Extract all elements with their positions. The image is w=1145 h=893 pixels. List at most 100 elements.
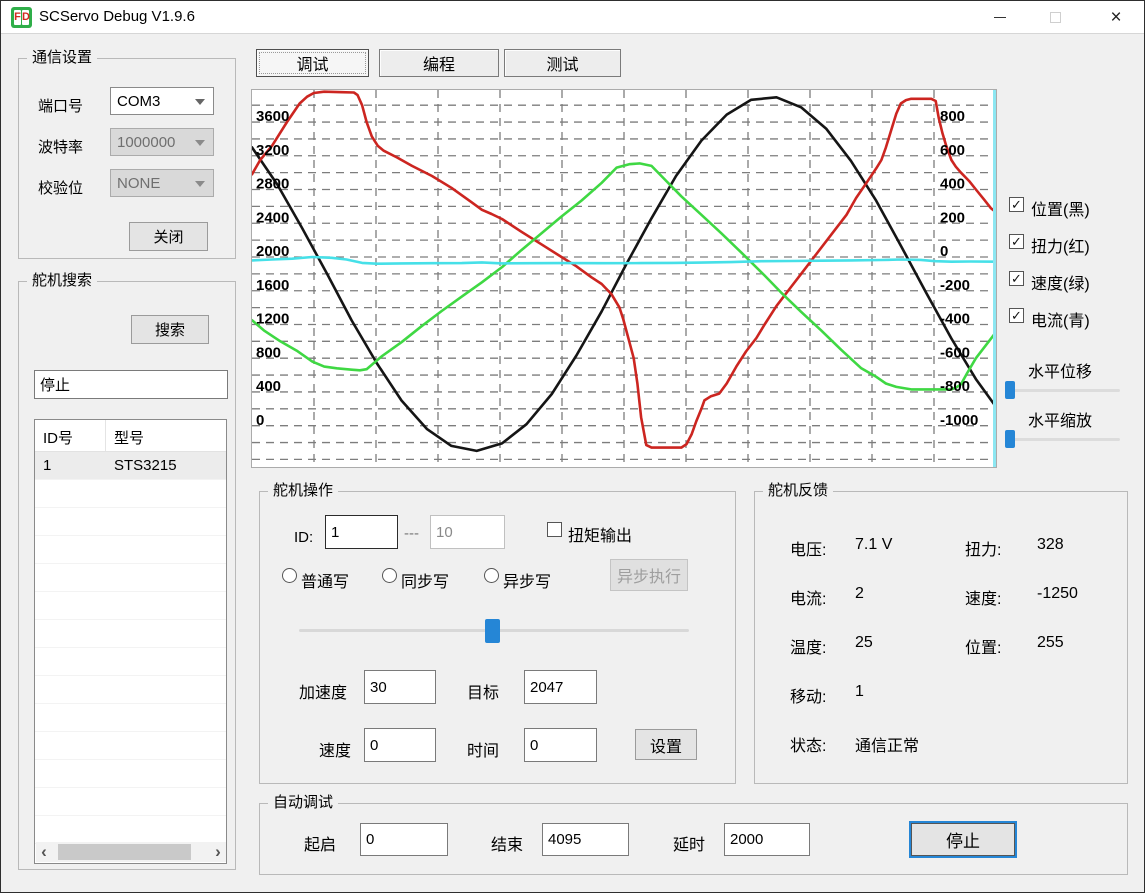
servo-feedback-legend: 舵机反馈 — [763, 482, 834, 500]
parity-combobox[interactable]: NONE — [110, 169, 214, 197]
column-divider — [105, 420, 106, 451]
h-zoom-slider-handle[interactable] — [1005, 430, 1015, 448]
servo-list-table[interactable]: ID号 型号 1 STS3215 ‹ › — [34, 419, 227, 864]
delay-input[interactable] — [724, 823, 810, 856]
feedback-value: 通信正常 — [855, 738, 920, 755]
table-empty-row — [35, 480, 226, 508]
right-axis-tick: 600 — [940, 142, 965, 159]
auto-debug-group: 自动调试 起启 结束 延时 停止 — [259, 794, 1128, 875]
feedback-value: -1250 — [1037, 585, 1078, 602]
table-empty-row — [35, 536, 226, 564]
left-axis-tick: 1600 — [256, 277, 289, 294]
scroll-right-icon[interactable]: › — [215, 842, 221, 861]
accel-input[interactable] — [364, 670, 436, 704]
table-empty-row — [35, 648, 226, 676]
series-电流(青) — [252, 255, 996, 265]
async-execute-button[interactable]: 异步执行 — [610, 559, 688, 591]
id-label: ID: — [294, 529, 314, 546]
chevron-down-icon — [195, 181, 205, 187]
table-empty-row — [35, 704, 226, 732]
maximize-button[interactable] — [1032, 1, 1078, 34]
feedback-label: 状态: — [790, 738, 827, 755]
feedback-label: 移动: — [790, 689, 827, 706]
app-icon-letter: F — [14, 10, 21, 25]
end-label: 结束 — [491, 837, 524, 854]
scrollbar-thumb[interactable] — [58, 844, 191, 860]
id-range-separator: --- — [404, 525, 419, 542]
left-axis-tick: 2000 — [256, 243, 289, 260]
left-axis-tick: 3600 — [256, 108, 289, 125]
id-to-input[interactable] — [430, 515, 505, 549]
h-offset-slider-track[interactable] — [1005, 389, 1120, 392]
series-checkbox[interactable]: ✓ — [1009, 271, 1024, 286]
torque-output-checkbox[interactable] — [547, 522, 562, 537]
window-title: SCServo Debug V1.9.6 — [39, 8, 195, 25]
minimize-icon — [994, 16, 1006, 19]
feedback-label: 位置: — [965, 640, 1002, 657]
table-header-id: ID号 — [43, 430, 74, 447]
h-offset-slider-handle[interactable] — [1005, 381, 1015, 399]
series-checkbox[interactable]: ✓ — [1009, 234, 1024, 249]
table-empty-row — [35, 620, 226, 648]
radio-sync-write-label: 同步写 — [401, 574, 450, 591]
right-axis-tick: -400 — [940, 311, 970, 328]
baud-value: 1000000 — [117, 133, 176, 151]
start-label: 起启 — [304, 837, 337, 854]
cell-id: 1 — [43, 457, 52, 474]
baud-combobox[interactable]: 1000000 — [110, 128, 214, 156]
port-value: COM3 — [117, 92, 161, 110]
feedback-value: 2 — [855, 585, 864, 602]
table-empty-row — [35, 732, 226, 760]
table-empty-row — [35, 564, 226, 592]
search-status-field[interactable] — [34, 370, 228, 399]
tab-program[interactable]: 编程 — [379, 49, 499, 77]
search-button[interactable]: 搜索 — [131, 315, 209, 344]
table-empty-row — [35, 676, 226, 704]
time-label: 时间 — [467, 743, 500, 760]
table-row[interactable]: 1 STS3215 — [35, 452, 226, 480]
right-axis-tick: -1000 — [940, 412, 978, 429]
table-header-model: 型号 — [114, 430, 145, 447]
h-offset-label: 水平位移 — [1028, 364, 1093, 381]
table-empty-row — [35, 760, 226, 788]
series-checkbox-label: 扭力(红) — [1031, 239, 1090, 256]
feedback-value: 25 — [855, 634, 873, 651]
feedback-value: 7.1 V — [855, 536, 893, 553]
series-速度(绿) — [252, 162, 996, 391]
chart-svg: 3600320028002400200016001200800400080060… — [252, 90, 996, 467]
position-slider-handle[interactable] — [485, 619, 500, 643]
radio-normal-write[interactable] — [282, 568, 297, 583]
chevron-down-icon — [195, 99, 205, 105]
set-button[interactable]: 设置 — [635, 729, 697, 760]
id-input[interactable] — [325, 515, 398, 549]
feedback-label: 温度: — [790, 640, 827, 657]
h-zoom-slider-track[interactable] — [1005, 438, 1120, 441]
tab-debug[interactable]: 调试 — [256, 49, 369, 77]
port-label: 端口号 — [38, 98, 84, 115]
series-checkbox[interactable]: ✓ — [1009, 308, 1024, 323]
radio-sync-write[interactable] — [382, 568, 397, 583]
target-input[interactable] — [524, 670, 597, 704]
start-input[interactable] — [360, 823, 448, 856]
horizontal-scrollbar[interactable]: ‹ › — [36, 842, 226, 862]
auto-stop-button[interactable]: 停止 — [909, 821, 1017, 858]
minimize-button[interactable] — [977, 1, 1023, 34]
scroll-left-icon[interactable]: ‹ — [41, 842, 47, 861]
servo-search-group: 舵机搜索 搜索 ID号 型号 1 STS3215 ‹ › — [18, 272, 236, 870]
end-input[interactable] — [542, 823, 629, 856]
cell-model: STS3215 — [114, 457, 177, 474]
table-body: 1 STS3215 — [35, 452, 226, 844]
feedback-value: 1 — [855, 683, 864, 700]
tab-test[interactable]: 测试 — [504, 49, 621, 77]
radio-async-write[interactable] — [484, 568, 499, 583]
time-input[interactable] — [524, 728, 597, 762]
servo-operation-group: 舵机操作 ID: --- 扭矩输出 普通写 同步写 异步写 异步执行 加速度 目… — [259, 482, 736, 784]
close-port-button[interactable]: 关闭 — [129, 222, 208, 251]
port-combobox[interactable]: COM3 — [110, 87, 214, 115]
app-icon: F D — [11, 7, 32, 28]
close-button[interactable]: × — [1110, 6, 1122, 28]
speed-input[interactable] — [364, 728, 436, 762]
series-checkbox[interactable]: ✓ — [1009, 197, 1024, 212]
comm-settings-legend: 通信设置 — [27, 49, 98, 67]
